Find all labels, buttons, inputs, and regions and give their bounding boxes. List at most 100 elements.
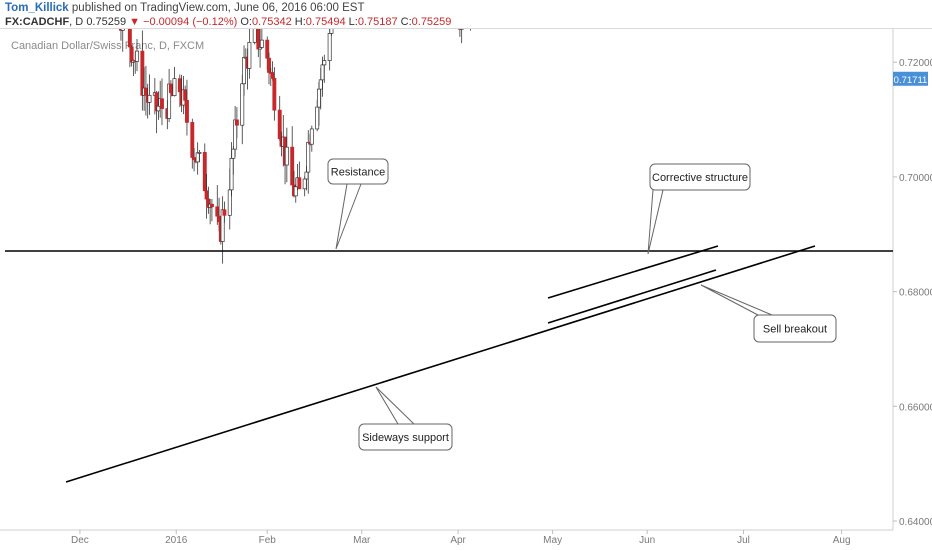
- candle-up: [320, 64, 325, 81]
- publish-line: Tom_Killick published on TradingView.com…: [5, 2, 365, 14]
- candle-down: [204, 190, 209, 200]
- candle-up: [252, 29, 257, 43]
- x-tick-label: Jun: [639, 535, 655, 546]
- low-label: L:: [348, 16, 358, 28]
- resistance-callout-box[interactable]: [327, 158, 389, 185]
- resistance-callout-label: Resistance: [331, 167, 385, 179]
- open-value: 0.75342: [251, 16, 292, 28]
- candle-up: [329, 29, 334, 34]
- comma-sep: ,: [69, 16, 76, 28]
- candle-up: [229, 157, 234, 191]
- channel-lower-line[interactable]: [547, 269, 717, 324]
- open-label: O:: [240, 16, 252, 28]
- candle-down: [272, 78, 277, 111]
- candle-up: [195, 152, 200, 163]
- candle-up: [317, 88, 321, 108]
- y-tick-label: 0.68000: [899, 288, 932, 299]
- x-tick-label: Mar: [353, 535, 371, 546]
- candle-up: [259, 39, 264, 48]
- ohlc-line: FX:CADCHF, D 0.75259 ▼ −0.00094 (−0.12%)…: [5, 16, 451, 28]
- y-tick-label: 0.64000: [899, 517, 932, 528]
- candle-down: [190, 122, 195, 158]
- candle-up: [306, 141, 311, 173]
- resistance-callout-pointer: [335, 183, 362, 250]
- candle-down: [290, 146, 295, 186]
- candle-up: [240, 83, 245, 126]
- candle-up: [322, 60, 327, 66]
- corrective-callout-pointer: [647, 189, 664, 255]
- candle-up: [135, 50, 139, 62]
- low-value: 0.75187: [357, 16, 398, 28]
- x-tick-label: May: [543, 535, 562, 546]
- candle-up: [318, 79, 323, 90]
- sideways-support-callout-pointer: [375, 386, 415, 425]
- last-price: 0.75259: [86, 16, 127, 28]
- high-label: H:: [294, 16, 306, 28]
- x-tick-label: Jul: [737, 535, 750, 546]
- y-tick-label: 0.70000: [899, 173, 932, 184]
- candle-down: [202, 152, 207, 192]
- candle-down: [160, 98, 164, 109]
- candle-up: [242, 57, 246, 85]
- y-tick-label: 0.72000: [899, 58, 932, 69]
- x-tick-label: Feb: [259, 535, 277, 546]
- sideways-support-line[interactable]: [65, 245, 816, 483]
- sell-breakout-callout-label: Sell breakout: [763, 324, 827, 336]
- corrective-callout-box[interactable]: [649, 163, 751, 191]
- x-tick-label: Dec: [71, 535, 89, 546]
- sideways-support-callout-box[interactable]: [358, 423, 453, 451]
- corrective-callout-label: Corrective structure: [652, 172, 748, 184]
- candle-up: [156, 105, 161, 112]
- sell-breakout-callout-box[interactable]: [753, 314, 837, 343]
- candle-down: [297, 177, 302, 190]
- candle-down: [256, 29, 261, 50]
- chart-title: Canadian Dollar/Swiss Franc, D, FXCM: [11, 40, 205, 52]
- candle-up: [120, 29, 125, 31]
- candle-up: [247, 42, 252, 69]
- candle-down: [127, 29, 132, 48]
- candle-down: [177, 78, 182, 93]
- candle-down: [215, 206, 220, 217]
- close-value: 0.75259: [411, 16, 452, 28]
- candle-down: [183, 89, 188, 101]
- candle-up: [172, 78, 177, 97]
- candle-down: [143, 87, 148, 96]
- candle-down: [185, 99, 189, 123]
- candle-down: [234, 119, 239, 126]
- price-label-text: 0.71711: [894, 75, 928, 86]
- sell-breakout-callout-pointer: [700, 284, 773, 316]
- candle-down: [209, 203, 214, 208]
- close-label: C:: [400, 16, 412, 28]
- price-change: ▼ −0.00094 (−0.12%): [129, 16, 238, 28]
- symbol-name[interactable]: FX:CADCHF: [5, 16, 70, 28]
- candle-up: [327, 32, 332, 61]
- candle-down: [267, 57, 271, 73]
- candle-down: [168, 83, 173, 94]
- candle-down: [265, 39, 270, 59]
- candle-up: [231, 148, 236, 159]
- candle-down: [217, 215, 222, 223]
- candles: [118, 29, 471, 264]
- price-chart[interactable]: 0.640000.660000.680000.700000.720000.740…: [0, 29, 932, 550]
- candle-down: [222, 209, 227, 216]
- candle-up: [302, 178, 307, 190]
- candle-down: [270, 72, 275, 79]
- chart-header: Tom_Killick published on TradingView.com…: [0, 0, 932, 29]
- high-value: 0.75494: [305, 16, 346, 28]
- candle-up: [293, 186, 298, 197]
- candle-down: [277, 109, 282, 140]
- x-tick-label: Apr: [450, 535, 466, 546]
- sideways-support-callout-label: Sideways support: [362, 432, 449, 444]
- interval-label: D: [75, 16, 84, 28]
- publish-info: published on TradingView.com, June 06, 2…: [71, 2, 365, 14]
- candle-up: [304, 171, 309, 180]
- candle-up: [147, 94, 152, 103]
- price-label-box: [893, 71, 928, 86]
- candle-up: [227, 189, 232, 216]
- y-tick-label: 0.66000: [899, 402, 932, 413]
- channel-upper-line[interactable]: [547, 245, 719, 299]
- x-tick-label: Aug: [833, 535, 851, 546]
- x-tick-label: 2016: [165, 535, 188, 546]
- candle-up: [284, 146, 289, 166]
- author-link[interactable]: Tom_Killick: [5, 2, 69, 14]
